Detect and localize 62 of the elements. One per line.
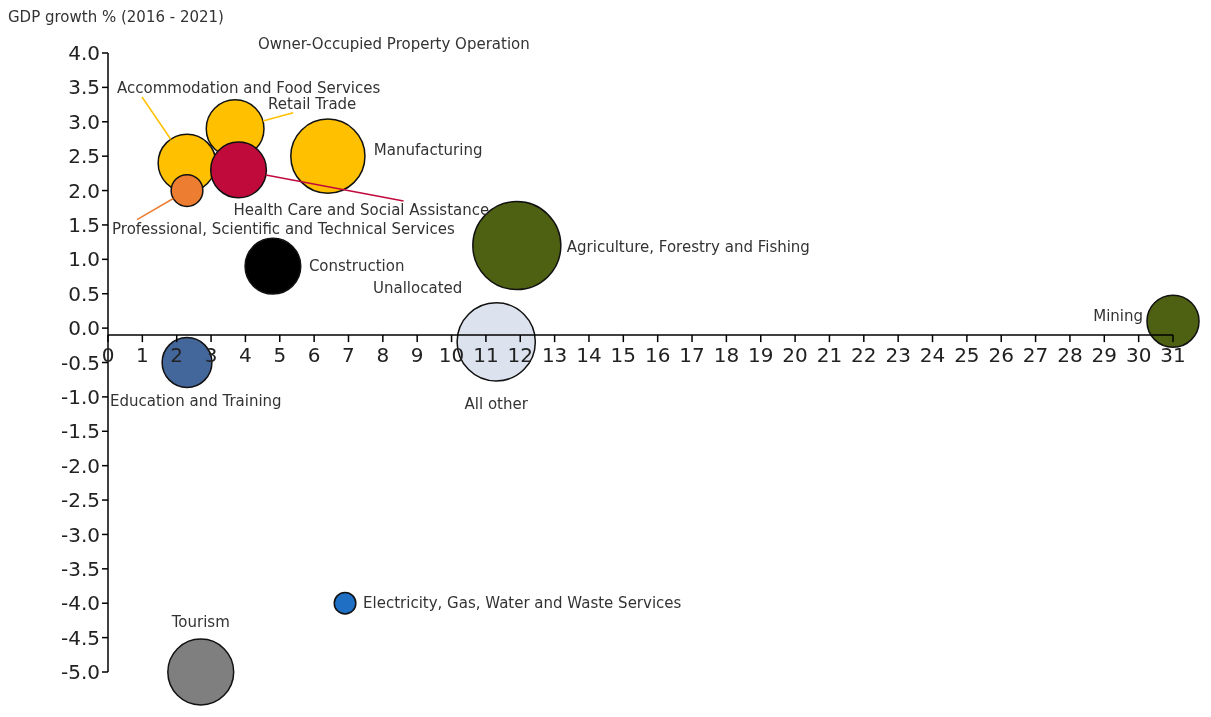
legend-label: Professional, Scientific and Technical Services	[112, 219, 455, 238]
y-tick-label: 4.0	[68, 41, 100, 66]
x-tick-label: 17	[679, 343, 705, 368]
x-tick-label: 4	[239, 343, 252, 368]
y-axis-title: GDP growth % (2016 - 2021)	[8, 8, 224, 26]
x-tick-label: 11	[473, 343, 499, 368]
x-tick-label: 1	[135, 343, 149, 368]
x-tick-label: 18	[713, 343, 740, 368]
x-tick-label: 25	[954, 343, 980, 368]
x-tick-label: 9	[410, 343, 424, 368]
series-label: Health Care and Social Assistance	[233, 200, 490, 219]
x-tick-label: 14	[576, 343, 602, 368]
x-tick-label: 13	[541, 343, 568, 368]
x-tick-label: 15	[610, 343, 637, 368]
x-tick-label: 16	[644, 343, 671, 368]
y-tick-label: 1.0	[68, 247, 100, 272]
series-label: Electricity, Gas, Water and Waste Services	[363, 594, 682, 613]
y-tick-label: -4.0	[60, 591, 100, 616]
x-tick-label: 24	[919, 343, 946, 368]
series-label: Construction	[308, 257, 405, 276]
series-label: Tourism	[170, 613, 230, 631]
series-label: Agriculture, Forestry and Fishing	[566, 237, 810, 256]
y-tick-label: 3.5	[68, 75, 100, 100]
text: Owner-Occupied Property Operation	[258, 35, 530, 53]
y-tick-label: -1.5	[60, 419, 100, 444]
y-tick-label: -0.5	[60, 350, 100, 375]
series-label: All other	[464, 394, 529, 413]
y-tick-label: 2.0	[68, 178, 100, 203]
x-tick-label: 19	[748, 343, 774, 368]
y-tick-label: -4.5	[60, 625, 100, 650]
x-tick-label: 23	[885, 343, 911, 368]
x-tick-label: 31	[1160, 343, 1186, 368]
y-tick-label: -1.0	[60, 384, 100, 409]
y-tick-label: -2.0	[60, 453, 100, 478]
x-tick-label: 8	[376, 343, 390, 368]
x-tick-label: 3	[204, 343, 218, 368]
x-tick-label: 26	[988, 343, 1014, 368]
x-tick-label: 7	[342, 343, 355, 368]
x-tick-label: 29	[1091, 343, 1118, 368]
x-tick-label: 5	[273, 343, 287, 368]
series-label: Education and Training	[110, 391, 282, 410]
x-tick-label: 6	[307, 343, 321, 368]
y-tick-label: 2.5	[68, 144, 100, 169]
y-tick-label: -3.5	[60, 556, 100, 581]
y-tick-label: 0.5	[68, 281, 100, 306]
y-tick-label: -2.5	[60, 488, 100, 513]
y-tick-label: 1.5	[68, 213, 100, 238]
x-tick-label: 27	[1022, 343, 1049, 368]
x-tick-label: 12	[507, 343, 533, 368]
x-tick-label: 20	[782, 343, 808, 368]
series-label: Mining	[1093, 307, 1143, 326]
x-tick-label: 22	[851, 343, 877, 368]
x-tick-label: 21	[816, 343, 843, 368]
x-tick-label: 2	[170, 343, 184, 368]
annotation: Unallocated	[373, 279, 463, 297]
x-tick-label: 28	[1057, 343, 1083, 368]
y-tick-label: -3.0	[60, 522, 100, 547]
series-label: Manufacturing	[373, 141, 483, 160]
y-tick-label: 0.0	[68, 316, 100, 341]
y-tick-label: 3.0	[68, 109, 100, 134]
y-tick-label: -5.0	[60, 660, 100, 685]
x-tick-label: 30	[1125, 343, 1152, 368]
